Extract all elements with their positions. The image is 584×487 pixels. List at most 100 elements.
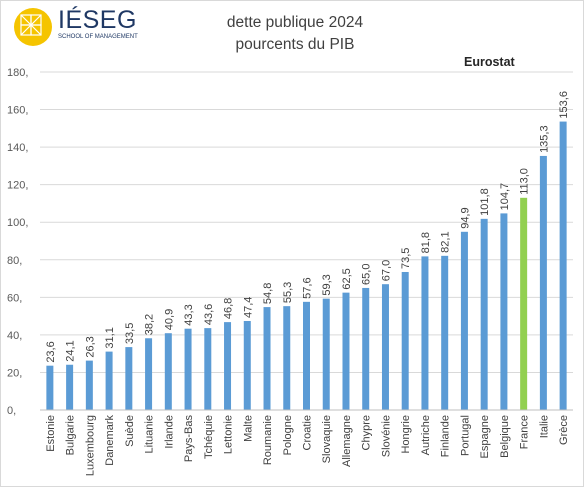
value-label: 57,6 xyxy=(302,277,314,298)
value-label: 40,9 xyxy=(163,309,175,330)
category-label: Pays-Bas xyxy=(183,415,195,463)
value-label: 62,5 xyxy=(341,268,353,289)
category-label: Pologne xyxy=(282,415,294,455)
chart-title-line1: dette publique 2024 xyxy=(226,14,364,31)
bar-pologne xyxy=(283,306,291,410)
value-label: 33,5 xyxy=(124,323,136,344)
bar-hongrie xyxy=(401,271,409,410)
y-tick-label: 40, xyxy=(7,330,22,342)
category-label: Allemagne xyxy=(341,415,353,467)
category-label: Bulgarie xyxy=(65,415,77,455)
value-label: 43,6 xyxy=(203,304,215,325)
logo-name: IÉSEG xyxy=(58,6,137,34)
source-label: Eurostat xyxy=(464,55,515,69)
y-tick-label: 140, xyxy=(7,142,28,154)
value-label: 82,1 xyxy=(440,231,452,252)
bar-finlande xyxy=(441,255,449,410)
category-label: Grèce xyxy=(558,415,570,445)
bar-bulgarie xyxy=(66,364,74,410)
ieseg-logo: IÉSEG SCHOOL OF MANAGEMENT xyxy=(12,6,142,46)
bar-chypre xyxy=(362,287,370,410)
value-label: 135,3 xyxy=(538,125,550,153)
value-label: 23,6 xyxy=(45,341,57,362)
logo-tagline: SCHOOL OF MANAGEMENT xyxy=(58,34,138,40)
category-label: Lettonie xyxy=(223,415,235,454)
category-label: Roumanie xyxy=(262,415,274,465)
category-label: France xyxy=(519,415,531,449)
y-tick-label: 60, xyxy=(7,292,22,304)
y-tick-label: 160, xyxy=(7,105,28,117)
bar-allemagne xyxy=(342,292,350,410)
bar-espagne xyxy=(480,218,488,410)
y-tick-label: 120, xyxy=(7,180,28,192)
bar-pays-bas xyxy=(184,328,192,410)
bar-malte xyxy=(243,320,251,410)
bar-slovénie xyxy=(381,284,389,410)
bar-lituanie xyxy=(145,338,153,410)
value-label: 67,0 xyxy=(380,260,392,281)
bar-france xyxy=(520,197,528,410)
category-label: Croatie xyxy=(302,415,314,450)
value-label: 31,1 xyxy=(104,327,116,348)
category-label: Italie xyxy=(538,415,550,438)
bar-belgique xyxy=(500,213,508,410)
category-label: Portugal xyxy=(459,415,471,456)
category-label: Finlande xyxy=(440,415,452,457)
bar-grèce xyxy=(559,121,567,410)
value-label: 43,3 xyxy=(183,304,195,325)
bar-lettonie xyxy=(224,322,232,410)
value-label: 94,9 xyxy=(459,207,471,228)
value-label: 65,0 xyxy=(361,264,373,285)
bar-croatie xyxy=(303,301,310,410)
value-label: 104,7 xyxy=(499,183,511,211)
bar-italie xyxy=(539,155,547,410)
bar-roumanie xyxy=(263,307,271,410)
value-label: 55,3 xyxy=(282,282,294,303)
value-label: 38,2 xyxy=(144,314,156,335)
bar-estonie xyxy=(46,365,54,410)
value-label: 81,8 xyxy=(420,232,432,253)
value-label: 54,8 xyxy=(262,283,274,304)
y-tick-label: 0, xyxy=(7,405,16,417)
value-label: 113,0 xyxy=(519,168,531,195)
value-label: 101,8 xyxy=(479,188,491,216)
bar-irlande xyxy=(164,333,172,410)
value-label: 24,1 xyxy=(65,340,77,361)
y-tick-label: 80, xyxy=(7,255,22,267)
chart-title: dette publique 2024 pourcents du PIB xyxy=(180,12,410,56)
value-label: 46,8 xyxy=(223,298,235,319)
category-label: Danemark xyxy=(104,415,116,466)
category-label: Tchéquie xyxy=(203,415,215,459)
category-label: Lituanie xyxy=(144,415,156,454)
category-label: Belgique xyxy=(499,415,511,458)
bar-suède xyxy=(125,347,133,410)
bar-danemark xyxy=(105,351,113,410)
category-label: Hongrie xyxy=(400,415,412,454)
bar-tchéquie xyxy=(204,328,212,410)
chart-title-line2: pourcents du PIB xyxy=(235,36,355,53)
ieseg-logo-mark xyxy=(14,8,52,46)
value-label: 26,3 xyxy=(84,336,96,357)
value-label: 47,4 xyxy=(242,297,254,318)
bar-portugal xyxy=(460,231,468,410)
category-label: Autriche xyxy=(420,415,432,455)
category-label: Chypre xyxy=(361,415,373,450)
y-tick-label: 20, xyxy=(7,367,22,379)
category-label: Estonie xyxy=(45,415,57,452)
category-label: Irlande xyxy=(163,415,175,449)
y-tick-label: 100, xyxy=(7,217,28,229)
bar-luxembourg xyxy=(85,360,93,410)
category-label: Suède xyxy=(124,415,136,447)
bar-autriche xyxy=(421,256,429,410)
category-label: Slovaquie xyxy=(321,415,333,463)
value-label: 73,5 xyxy=(400,248,412,269)
category-label: Espagne xyxy=(479,415,491,458)
value-label: 59,3 xyxy=(321,274,333,295)
category-label: Luxembourg xyxy=(84,415,96,476)
category-label: Malte xyxy=(242,415,254,442)
bar-slovaquie xyxy=(322,298,330,410)
y-tick-label: 180, xyxy=(7,67,28,79)
category-label: Slovénie xyxy=(380,415,392,457)
value-label: 153,6 xyxy=(558,91,570,119)
